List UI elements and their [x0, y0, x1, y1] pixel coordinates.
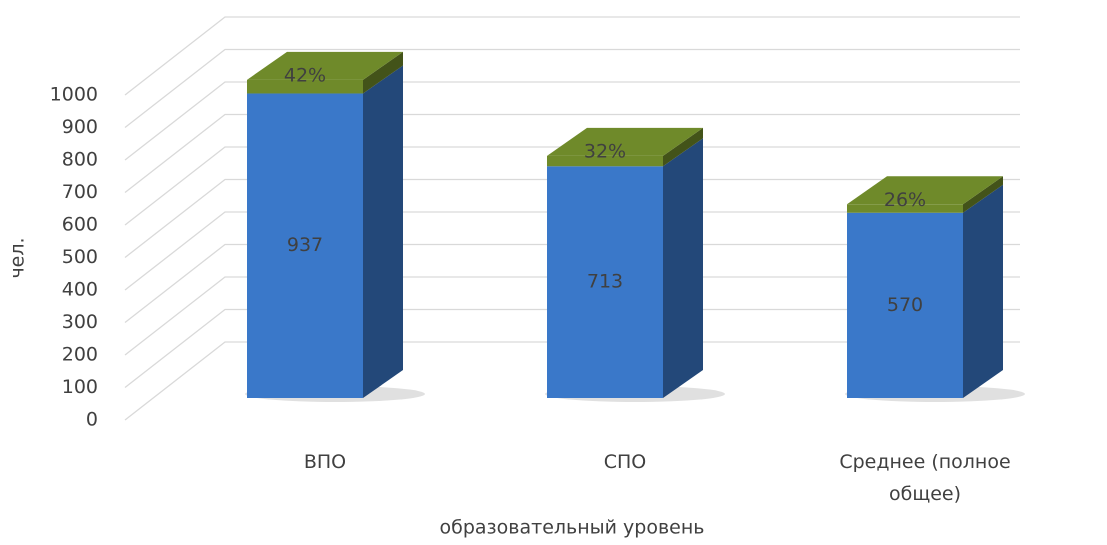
data-label: 713: [587, 271, 623, 293]
y-tick-label: 100: [62, 376, 98, 398]
data-label: 32%: [584, 140, 626, 162]
bar-front: [847, 204, 963, 213]
bar-top: [547, 127, 703, 156]
data-label: 937: [287, 234, 323, 256]
y-tick-label: 400: [62, 279, 98, 301]
grid-line: [124, 341, 1020, 421]
y-tick-label: 1000: [50, 84, 98, 106]
grid-line: [124, 48, 1020, 129]
y-tick-label: 300: [62, 311, 98, 333]
x-tick-label: ВПО: [303, 451, 347, 473]
x-tick-label: СПО: [603, 451, 647, 473]
y-tick-label: 500: [62, 246, 98, 268]
grid-line: [124, 16, 1020, 96]
bar-top: [247, 51, 403, 80]
bar-side: [363, 51, 403, 94]
grid-line: [124, 113, 1020, 194]
bar-side: [663, 127, 703, 167]
grid-line: [124, 243, 1020, 324]
bar-front: [247, 93, 363, 398]
bar-top: [847, 176, 1003, 205]
grid-line: [124, 308, 1020, 389]
data-label: 570: [887, 294, 923, 316]
y-tick-label: 0: [86, 409, 98, 431]
y-tick-label: 200: [62, 344, 98, 366]
y-axis-title: чел.: [7, 237, 29, 278]
grid-line: [124, 276, 1020, 356]
x-axis-title: образовательный уровень: [440, 517, 705, 539]
grid-line: [124, 81, 1020, 161]
bar-front: [847, 212, 963, 398]
y-tick-label: 900: [62, 116, 98, 138]
data-label: 42%: [284, 64, 326, 86]
y-tick-label: 800: [62, 149, 98, 171]
bar-front: [247, 79, 363, 94]
y-tick-label: 700: [62, 181, 98, 203]
grid-line: [124, 178, 1020, 259]
grid-line: [124, 211, 1020, 291]
bar-side: [963, 184, 1003, 398]
bar-side: [963, 176, 1003, 213]
grid-line: [124, 146, 1020, 226]
bar-front: [547, 166, 663, 398]
y-tick-label: 600: [62, 214, 98, 236]
bar-side: [363, 65, 403, 398]
bar-front: [547, 155, 663, 167]
x-tick-label: Среднее (полное общее): [839, 451, 1011, 505]
data-label: 26%: [884, 189, 926, 211]
bar-side: [663, 138, 703, 398]
